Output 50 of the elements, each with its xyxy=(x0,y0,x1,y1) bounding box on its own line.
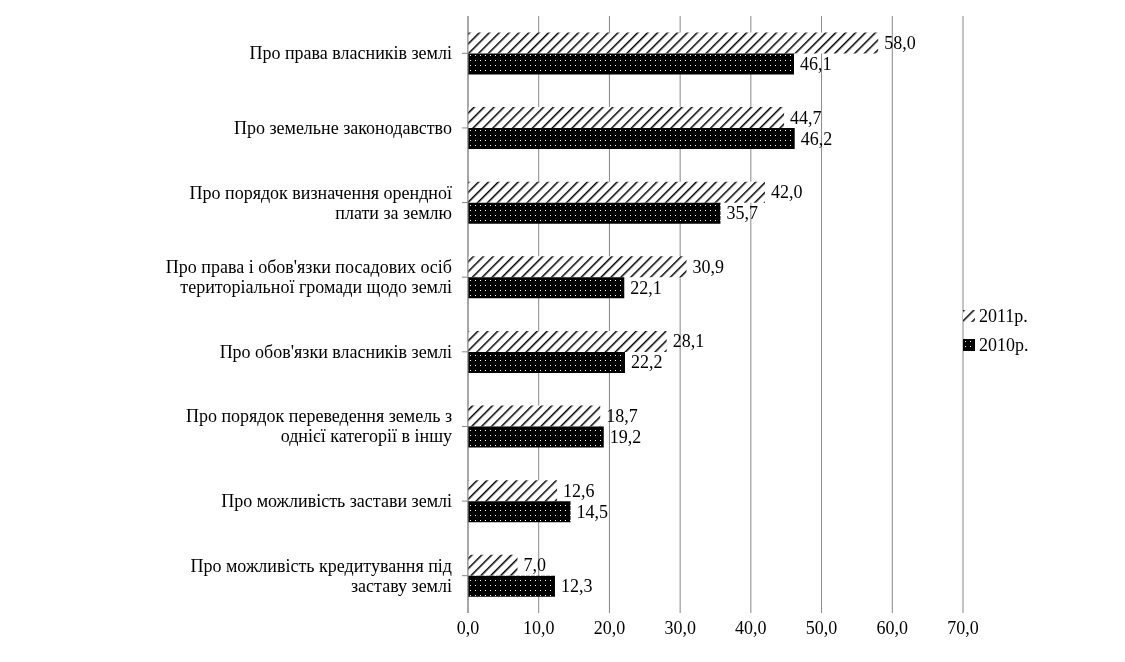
y-tick-label: Про можливість застави землі xyxy=(221,491,452,512)
bar xyxy=(468,501,571,523)
bar xyxy=(468,480,558,502)
data-label: 14,5 xyxy=(576,501,609,522)
bar xyxy=(468,554,518,576)
bar xyxy=(468,575,555,597)
bar xyxy=(468,181,765,203)
data-label: 18,7 xyxy=(606,406,638,427)
bar xyxy=(468,53,794,75)
data-label: 46,2 xyxy=(800,128,833,149)
y-tick-label: Про земельне законодавство xyxy=(233,117,452,138)
x-tick-label: 40,0 xyxy=(735,617,767,638)
data-label: 42,0 xyxy=(771,182,803,203)
y-tick-label: Про права і обов'язки посадових осіб територіальної громади щодо землі xyxy=(165,257,452,298)
data-label: 7,0 xyxy=(523,555,546,576)
x-tick-label: 20,0 xyxy=(593,617,626,638)
bar xyxy=(468,330,667,352)
data-label: 22,1 xyxy=(630,277,662,298)
data-label: 35,7 xyxy=(726,203,758,224)
x-tick-label: 60,0 xyxy=(876,617,909,638)
data-label: 19,2 xyxy=(609,427,642,448)
bar xyxy=(468,405,601,427)
y-tick-label: Про права власників землі xyxy=(249,43,452,64)
bar xyxy=(468,128,795,150)
bar xyxy=(468,277,625,299)
x-tick-label: 70,0 xyxy=(947,617,979,638)
y-tick-label: Про порядок визначення орендної плати за землю xyxy=(189,182,452,223)
bar xyxy=(468,256,687,278)
x-tick-label: 30,0 xyxy=(664,617,696,638)
data-label: 22,2 xyxy=(630,352,663,373)
bar xyxy=(468,351,625,373)
data-label: 12,3 xyxy=(560,576,593,597)
y-tick-label: Про обов'язки власників землі xyxy=(219,341,452,362)
x-tick-label: 0,0 xyxy=(456,617,480,638)
bar xyxy=(468,107,785,129)
data-label: 44,7 xyxy=(790,107,822,128)
data-label: 46,1 xyxy=(799,53,832,74)
data-label: 12,6 xyxy=(563,480,595,501)
bar xyxy=(468,202,721,224)
bar xyxy=(468,426,604,448)
legend-label: 2011р. xyxy=(979,305,1028,327)
x-tick-label: 50,0 xyxy=(805,617,838,638)
data-label: 30,9 xyxy=(692,256,725,277)
legend-label: 2010р. xyxy=(979,334,1029,356)
y-tick-label: Про порядок переведення земель з однієї категорії в іншу xyxy=(185,406,452,447)
data-label: 58,0 xyxy=(884,32,916,53)
data-label: 28,1 xyxy=(672,331,705,352)
y-tick-label: Про можливість кредитування під заставу землі xyxy=(190,555,452,596)
x-tick-label: 10,0 xyxy=(522,617,555,638)
bar xyxy=(468,32,879,54)
